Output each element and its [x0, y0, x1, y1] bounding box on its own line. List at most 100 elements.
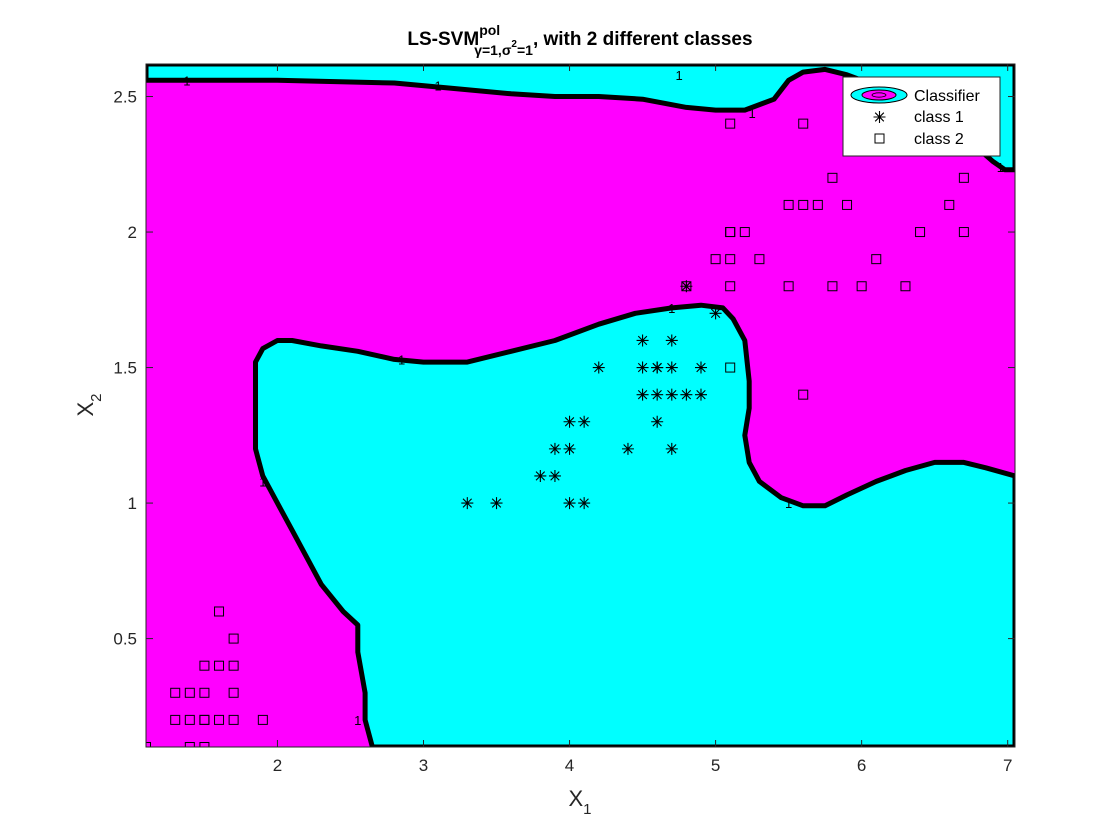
classifier-regions: [146, 64, 1015, 747]
legend-label-class-2: class 2: [914, 131, 964, 148]
class-2-point: [710, 254, 721, 265]
class-2-point: [958, 172, 969, 183]
class-2-point: [184, 742, 195, 747]
contour-level-label: 1: [997, 160, 1004, 175]
contour-level-label: 1: [259, 474, 266, 489]
class-2-point: [184, 714, 195, 725]
chart-title: LS-SVMpol γ=1,σ2=1, with 2 different clas…: [407, 22, 752, 58]
class-1-point: [636, 361, 649, 374]
class-2-point: [812, 199, 823, 210]
axes-box: [145, 63, 1016, 748]
class-2-point: [228, 687, 239, 698]
class-1-point: [490, 497, 503, 510]
class-1-point: [636, 334, 649, 347]
class-2-point: [199, 660, 210, 671]
class-1-point: [534, 469, 547, 482]
title-superscript: pol: [479, 22, 500, 38]
class-2-point: [915, 227, 926, 238]
class-1-point: [651, 388, 664, 401]
class-1-point: [665, 334, 678, 347]
class-2-point: [783, 281, 794, 292]
class-1-point: [651, 361, 664, 374]
class-2-point: [228, 714, 239, 725]
legend: Classifier class 1 class 2: [842, 76, 1001, 157]
class-1-point: [563, 497, 576, 510]
class-1-point: [709, 307, 722, 320]
contour-level-label: 1: [675, 68, 682, 83]
class-2-point: [214, 660, 225, 671]
class-1-point: [680, 280, 693, 293]
contour-level-label: 1: [785, 496, 792, 511]
class-1-point: [665, 388, 678, 401]
y-tick-label: 1.5: [113, 359, 137, 378]
class-2-point: [798, 389, 809, 400]
region-class-1-main: [253, 302, 1015, 747]
class-1-point: [621, 442, 634, 455]
class-2-point: [199, 742, 210, 747]
x-axis-ticks: 2 3 4 5 6 7: [273, 64, 1012, 775]
class-1-point: [694, 388, 707, 401]
contour-level-label: 1: [668, 301, 675, 316]
legend-star-glyph: [873, 111, 886, 123]
class-2-point: [214, 606, 225, 617]
class-2-point: [199, 687, 210, 698]
y-tick-label: 0.5: [113, 630, 137, 649]
class-2-point: [958, 227, 969, 238]
contour-level-label: 1: [748, 106, 755, 121]
class-2-point: [739, 227, 750, 238]
legend-label-class-1: class 1: [914, 109, 964, 126]
legend-label-classifier: Classifier: [914, 88, 980, 105]
class-1-point: [665, 442, 678, 455]
class-2-point: [725, 118, 736, 129]
x-axis-label-main: X: [568, 786, 583, 811]
class-1-point: [563, 442, 576, 455]
class-2-point: [199, 714, 210, 725]
title-tail: , with 2 different classes: [533, 29, 753, 50]
class-2-point: [754, 254, 765, 265]
legend-classifier-swatch: [850, 86, 908, 104]
region-class-1-top: [146, 64, 1015, 173]
class-2-point: [681, 281, 692, 292]
class-2-point: [871, 254, 882, 265]
class-1-point: [578, 415, 591, 428]
class-2-point: [856, 281, 867, 292]
class-2-point: [725, 227, 736, 238]
class-2-point: [725, 281, 736, 292]
class-2-point: [827, 281, 838, 292]
class-2-point: [783, 199, 794, 210]
x-axis-label: X1: [568, 786, 591, 818]
class-1-point: [592, 361, 605, 374]
x-tick-label: 5: [711, 756, 720, 775]
class-1-point: [694, 361, 707, 374]
class-1-point: [578, 497, 591, 510]
class-2-point: [798, 118, 809, 129]
class-2-point: [798, 199, 809, 210]
x-tick-label: 4: [565, 756, 574, 775]
class-1-point: [680, 388, 693, 401]
class-1-point: [563, 415, 576, 428]
contour-level-label: 1: [434, 79, 441, 94]
legend-marker-class-2: [874, 133, 885, 144]
class-2-point: [900, 281, 911, 292]
class-2-point: [228, 633, 239, 644]
x-tick-label: 2: [273, 756, 282, 775]
class-1-point: [548, 469, 561, 482]
class-2-point: [170, 714, 181, 725]
class-1-point: [548, 442, 561, 455]
class-2-point: [170, 687, 181, 698]
class-2-point: [257, 714, 268, 725]
legend-swatch-inner: [871, 92, 887, 98]
class-2-point: [725, 362, 736, 373]
class-1-point: [651, 415, 664, 428]
title-subscript-sup: 2: [511, 39, 517, 50]
title-main: LS-SVM: [407, 29, 479, 50]
x-axis-label-sub: 1: [583, 801, 591, 818]
legend-marker-class-1: [873, 111, 886, 123]
contour-level-label: 1: [183, 73, 190, 88]
plot-area: 1 1 1 1 1 1 1 1 1 1: [146, 64, 1015, 747]
x-tick-label: 6: [857, 756, 866, 775]
y-axis-label-sub: 2: [88, 393, 105, 401]
y-tick-label: 2: [128, 223, 137, 242]
y-tick-label: 2.5: [113, 88, 137, 107]
